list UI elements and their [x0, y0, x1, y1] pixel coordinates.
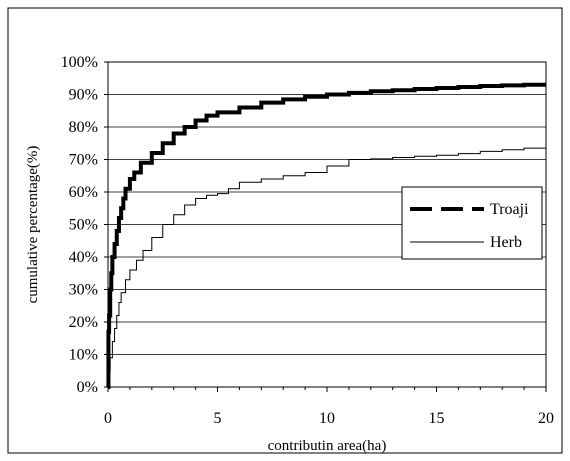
- legend-label-herb: Herb: [490, 234, 522, 251]
- y-tick-label: 80%: [69, 119, 98, 136]
- x-tick-label: 10: [319, 410, 335, 427]
- x-axis-ticks: 0 5 10 15 20: [104, 387, 554, 427]
- legend-label-troaji: Troaji: [490, 201, 529, 218]
- y-tick-label: 70%: [69, 152, 98, 169]
- y-tick-label: 100%: [61, 54, 98, 71]
- y-tick-label: 90%: [69, 87, 98, 104]
- y-tick-label: 30%: [69, 282, 98, 299]
- x-axis-label: contributin area(ha): [268, 438, 387, 454]
- legend-box: [401, 186, 543, 260]
- x-tick-label: 20: [538, 410, 554, 427]
- y-axis-label: cumulative percentage(%): [25, 146, 41, 304]
- x-tick-label: 5: [214, 410, 222, 427]
- series-line-troaji: [106, 82, 546, 389]
- y-axis-ticks: 0% 10% 20% 30% 40% 50% 60% 70% 80% 90% 100%: [61, 54, 108, 396]
- y-tick-label: 20%: [69, 314, 98, 331]
- y-tick-label: 0%: [77, 379, 98, 396]
- y-tick-label: 40%: [69, 249, 98, 266]
- series-layer: [106, 82, 547, 389]
- x-tick-label: 15: [429, 410, 445, 427]
- y-tick-label: 10%: [69, 347, 98, 364]
- legend: Troaji Herb: [401, 186, 543, 260]
- x-tick-label: 0: [104, 410, 112, 427]
- y-tick-label: 50%: [69, 217, 98, 234]
- y-tick-label: 60%: [69, 184, 98, 201]
- series-line-herb: [108, 143, 547, 388]
